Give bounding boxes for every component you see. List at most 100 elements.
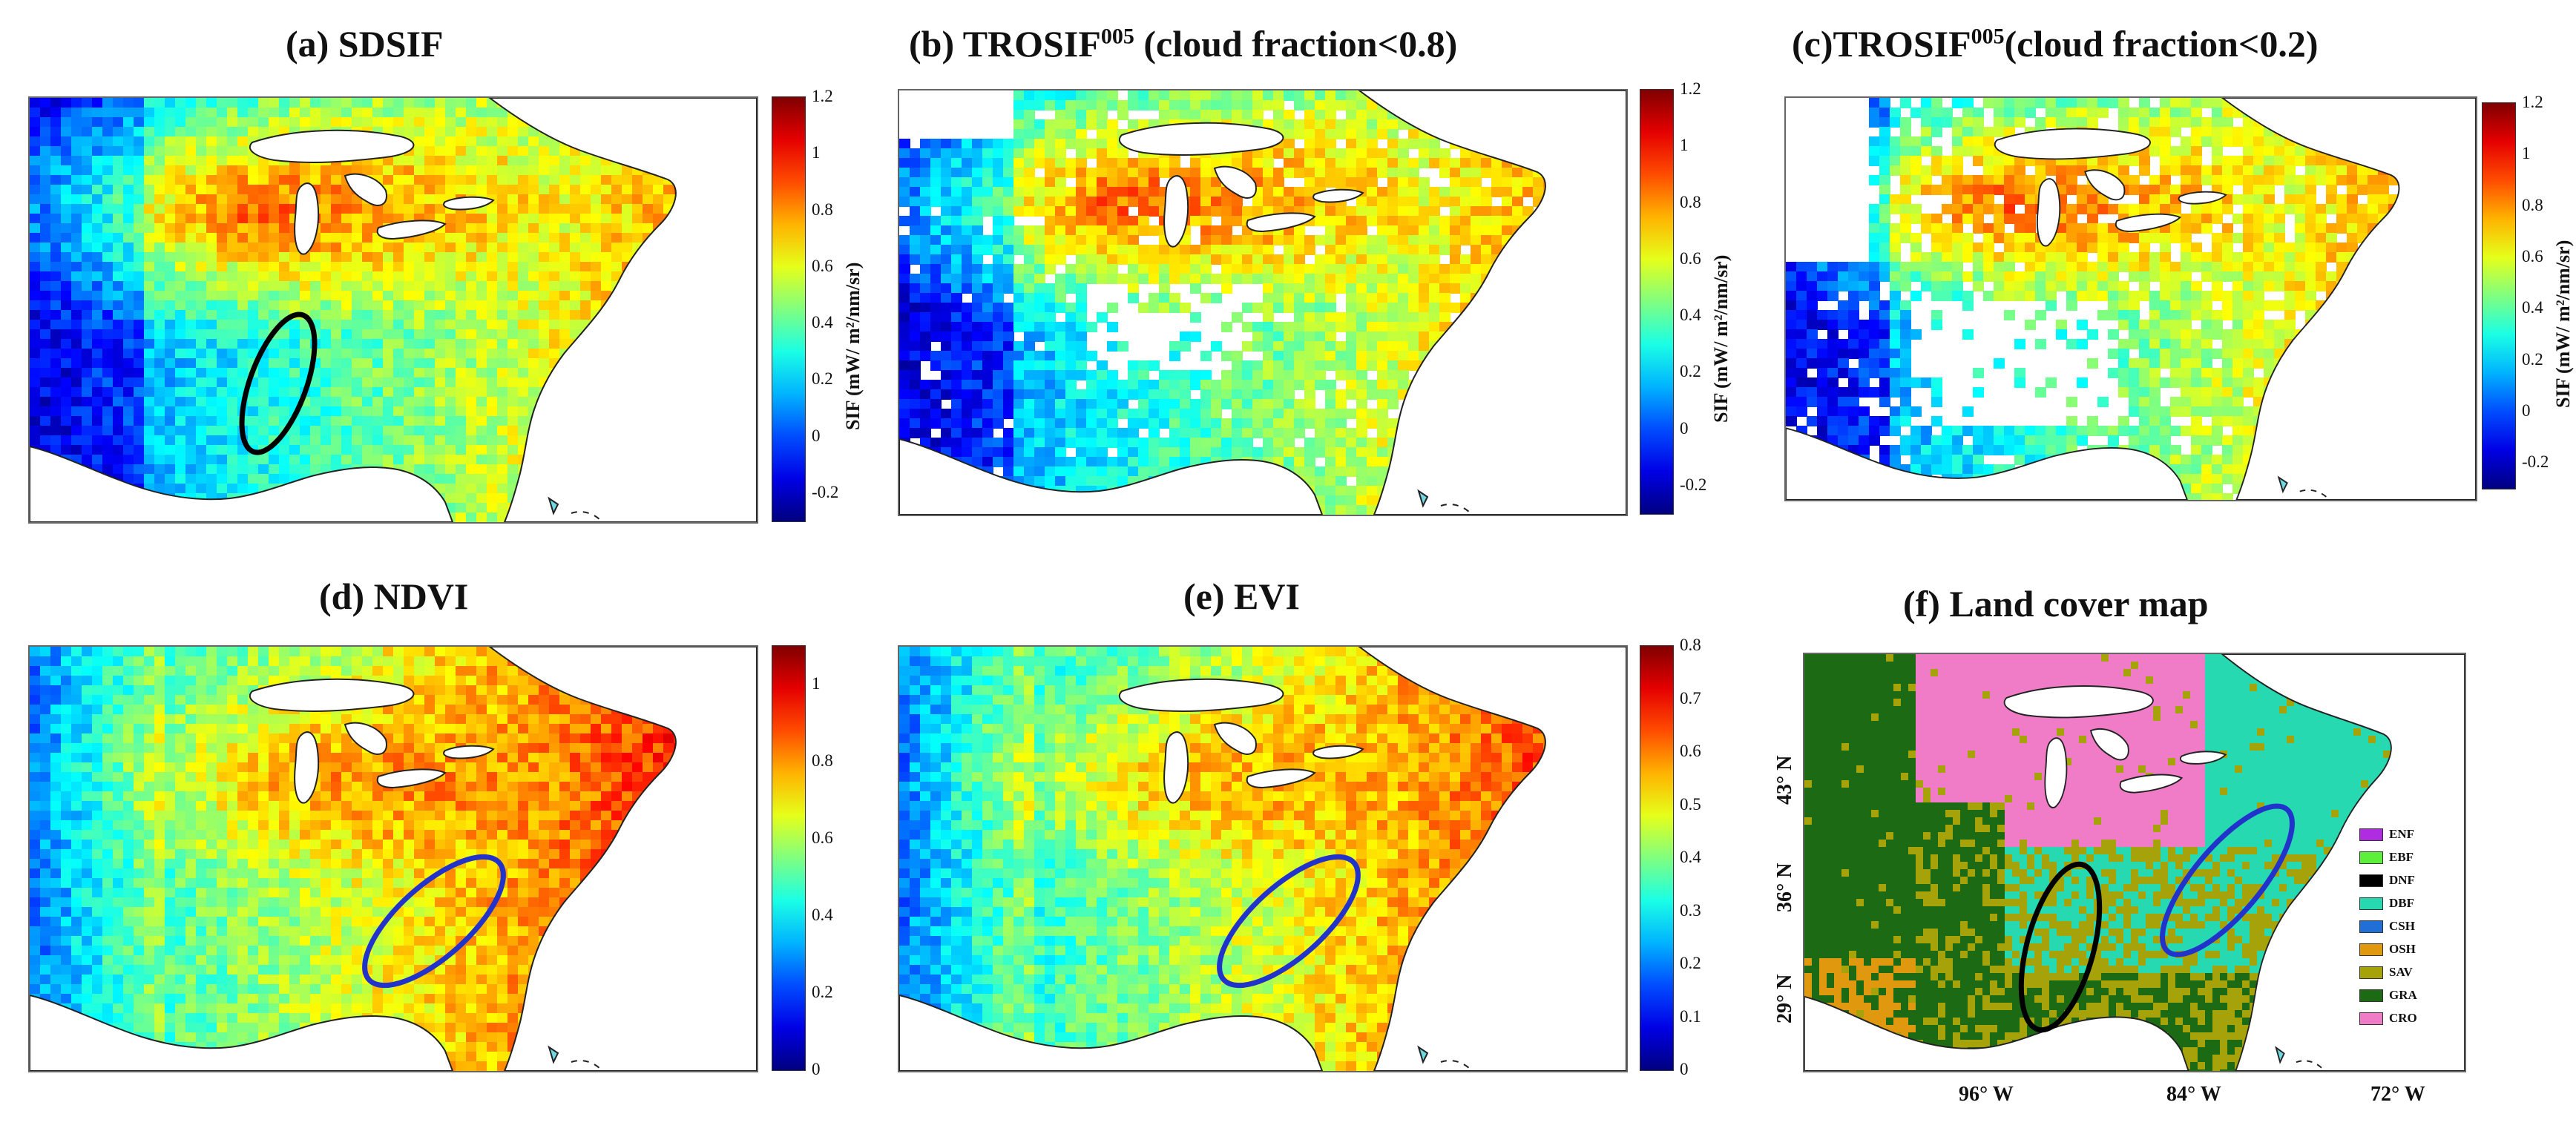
colorbar-e-tick-2: 0.6 [1680,742,1701,760]
legend-item-osh: OSH [2359,942,2434,957]
legend-label: ENF [2389,827,2414,841]
legend-swatch [2359,920,2383,933]
f-xtick-1: 84° W [2166,1083,2221,1106]
colorbar-b-tick-2: 0.8 [1680,192,1701,211]
map-e-svg [899,647,1626,1071]
panel-c-title: (c)TROSIF005(cloud fraction<0.2) [1792,23,2319,65]
legend-item-dbf: DBF [2359,896,2434,911]
colorbar-d-tick-3: 0.4 [812,906,833,924]
colorbar-a-tick-1: 1 [812,143,821,162]
colorbar-b-label: SIF (mW/ m²/nm/sr) [1710,254,1732,423]
legend-item-dnf: DNF [2359,873,2434,888]
colorbar-c-tick-0: 1.2 [2522,93,2543,111]
map-a-svg [30,98,757,522]
legend-item-ebf: EBF [2359,850,2434,865]
annotation-ellipse [362,854,506,989]
legend-label: EBF [2389,850,2414,864]
colorbar-e-tick-4: 0.4 [1680,848,1701,866]
map-b-svg [899,90,1626,515]
f-ytick-0: 43° N [1773,755,1796,805]
colorbar-b-tick-0: 1.2 [1680,79,1701,98]
map-panel-d [28,645,758,1072]
colorbar-a-tick-3: 0.6 [812,256,833,275]
colorbar-b-tick-6: 0 [1680,418,1689,438]
panel-d-title: (d) NDVI [319,576,469,617]
map-panel-c [1784,96,2477,501]
f-ytick-1: 36° N [1773,863,1796,912]
colorbar-e-tick-7: 0.1 [1680,1006,1701,1026]
legend-swatch [2359,874,2383,887]
colorbar-e-tick-0: 0.8 [1680,636,1701,654]
colorbar-d [772,645,806,1071]
colorbar-a-tick-5: 0.2 [812,369,833,389]
map-panel-e [898,645,1628,1072]
f-xtick-0: 96° W [1959,1083,2014,1106]
colorbar-d-tick-1: 0.8 [812,751,833,770]
legend-swatch [2359,1012,2383,1025]
annotation-ellipse [1217,854,1361,989]
colorbar-b-tick-7: -0.2 [1680,475,1707,494]
colorbar-b [1640,89,1674,515]
colorbar-e-tick-6: 0.2 [1680,954,1701,972]
colorbar-e-tick-5: 0.3 [1680,900,1701,920]
legend-swatch [2359,966,2383,979]
legend-swatch [2359,828,2383,841]
colorbar-c-tick-5: 0.2 [2522,349,2543,369]
colorbar-c-tick-7: -0.2 [2522,452,2549,472]
panel-a-title: (a) SDSIF [286,23,444,65]
panel-f-title: (f) Land cover map [1903,583,2209,624]
legend-swatch [2359,989,2383,1002]
legend-label: DBF [2389,896,2414,910]
colorbar-d-tick-5: 0 [812,1060,821,1078]
f-xtick-2: 72° W [2370,1083,2425,1106]
legend-swatch [2359,943,2383,956]
colorbar-e-tick-8: 0 [1680,1060,1689,1078]
f-ytick-2: 29° N [1773,974,1796,1023]
colorbar-a-label: SIF (mW/ m²/nm/sr) [842,262,864,430]
colorbar-c-tick-1: 1 [2522,144,2531,163]
panel-e-title: (e) EVI [1183,576,1300,617]
legend-label: DNF [2389,873,2415,887]
annotation-ellipse [239,311,318,455]
colorbar-b-tick-3: 0.6 [1680,248,1701,268]
legend-item-enf: ENF [2359,827,2434,842]
colorbar-b-tick-4: 0.4 [1680,306,1701,325]
legend-label: CSH [2389,919,2415,933]
colorbar-d-tick-0: 1 [812,674,821,693]
legend-item-cro: CRO [2359,1011,2434,1026]
legend-label: GRA [2389,988,2417,1002]
colorbar-e [1640,645,1674,1071]
legend-item-gra: GRA [2359,988,2434,1003]
map-f-svg [1804,654,2465,1071]
colorbar-c-tick-4: 0.4 [2522,298,2543,317]
colorbar-c-label: SIF (mW/ m²/nm/sr) [2552,240,2574,408]
annotation-ellipse [2160,803,2295,957]
panel-b-title: (b) TROSIF005 (cloud fraction<0.8) [909,23,1458,65]
colorbar-a-tick-2: 0.8 [812,200,833,219]
legend-item-sav: SAV [2359,965,2434,980]
colorbar-e-tick-3: 0.5 [1680,794,1701,814]
legend-label: SAV [2389,965,2413,979]
legend-label: OSH [2389,942,2416,956]
colorbar-b-tick-1: 1 [1680,136,1689,155]
colorbar-a-tick-4: 0.4 [812,313,833,332]
colorbar-c-tick-6: 0 [2522,401,2531,420]
colorbar-c [2482,102,2516,489]
map-panel-f [1803,653,2466,1072]
colorbar-a-tick-7: -0.2 [812,482,839,501]
annotation-ellipse [2018,861,2103,1033]
legend-swatch [2359,851,2383,864]
colorbar-a [772,96,806,522]
map-c-svg [1786,98,2476,500]
map-panel-a [28,96,758,524]
colorbar-a-tick-6: 0 [812,426,821,445]
colorbar-c-tick-2: 0.8 [2522,195,2543,214]
legend-item-csh: CSH [2359,919,2434,934]
colorbar-c-tick-3: 0.6 [2522,247,2543,266]
map-panel-b [898,89,1628,516]
colorbar-e-tick-1: 0.7 [1680,688,1701,708]
legend-swatch [2359,897,2383,910]
colorbar-b-tick-5: 0.2 [1680,362,1701,381]
legend-label: CRO [2389,1011,2417,1025]
colorbar-d-tick-2: 0.6 [812,828,833,847]
